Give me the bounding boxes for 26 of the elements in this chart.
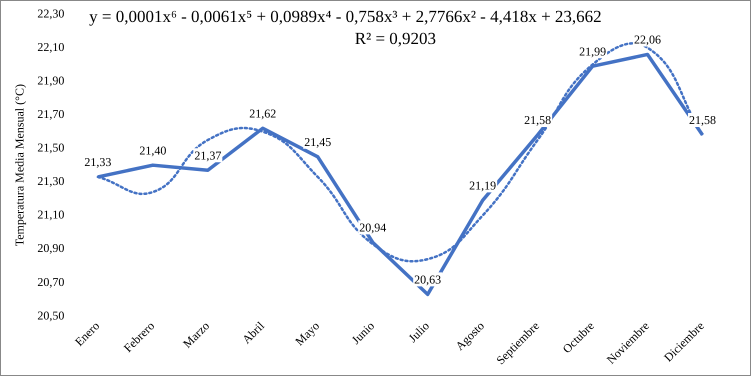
data-label: 21,40 bbox=[139, 143, 166, 158]
data-label: 21,19 bbox=[469, 178, 496, 193]
data-label: 20,94 bbox=[359, 220, 386, 235]
data-label: 21,37 bbox=[194, 148, 222, 162]
annotation: R² = 0,9203 bbox=[354, 28, 436, 48]
data-label: 20,63 bbox=[414, 272, 442, 287]
data-label: 21,45 bbox=[304, 134, 332, 149]
data-label: 21,58 bbox=[689, 113, 716, 128]
y-axis-title: Temperatura Media Mensual (°C) bbox=[12, 84, 26, 246]
y-tick-label: 20,90 bbox=[37, 241, 64, 256]
y-tick-label: 21,70 bbox=[37, 107, 64, 122]
x-tick-label: Julio bbox=[406, 318, 432, 346]
data-label: 21,62 bbox=[249, 106, 276, 120]
data-label: 21,33 bbox=[84, 155, 112, 170]
data-label: 22,06 bbox=[634, 32, 662, 47]
annotation: y = 0,0001x⁶ - 0,0061x⁵ + 0,0989x⁴ - 0,758x³ + 2,7766x² - 4,418x + 23,662 bbox=[89, 6, 602, 26]
data-label: 21,58 bbox=[524, 113, 552, 128]
data-label: 21,99 bbox=[579, 44, 606, 58]
y-tick-label: 21,10 bbox=[37, 208, 64, 222]
y-tick-label: 22,10 bbox=[37, 40, 64, 54]
y-tick-label: 21,30 bbox=[37, 174, 64, 188]
y-tick-label: 22,30 bbox=[37, 6, 64, 20]
y-tick-label: 21,90 bbox=[37, 73, 64, 88]
y-tick-label: 20,50 bbox=[37, 308, 64, 322]
y-tick-label: 20,70 bbox=[37, 274, 64, 289]
y-tick-label: 21,50 bbox=[37, 140, 64, 155]
